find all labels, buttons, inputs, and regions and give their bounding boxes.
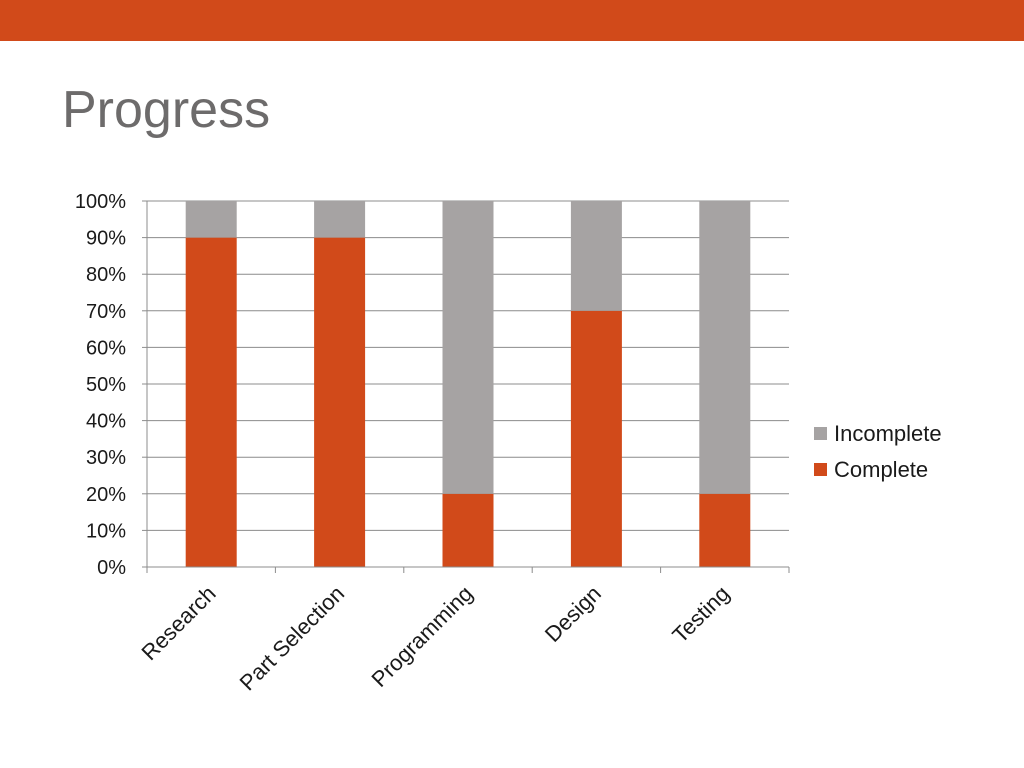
y-tick-label: 40% <box>86 411 126 433</box>
legend-swatch <box>814 427 827 440</box>
x-tick-label: Testing <box>667 581 734 648</box>
bar-segment-complete <box>314 237 366 567</box>
axes <box>142 200 790 573</box>
y-tick-labels: 0% 10% 20% 30% 40% 50% 60% 70% 80% 90% 100% <box>75 191 126 579</box>
legend-item-incomplete: Incomplete <box>814 421 942 446</box>
bar-segment-complete <box>570 310 622 567</box>
legend-swatch <box>814 463 827 476</box>
legend-label: Incomplete <box>834 421 942 446</box>
y-tick-label: 0% <box>97 557 126 579</box>
slide-title: Progress <box>62 81 271 139</box>
legend-label: Complete <box>834 457 928 482</box>
legend-item-complete: Complete <box>814 457 928 482</box>
bars <box>185 201 751 567</box>
legend: Incomplete Complete <box>814 421 942 482</box>
x-tick-label: Programming <box>366 581 477 692</box>
y-tick-label: 50% <box>86 374 126 396</box>
y-tick-label: 30% <box>86 447 126 469</box>
x-tick-label: Part Selection <box>235 581 350 696</box>
bar-segment-complete <box>699 493 751 567</box>
x-tick-label: Research <box>136 581 220 665</box>
y-tick-label: 70% <box>86 301 126 323</box>
y-tick-label: 90% <box>86 228 126 250</box>
top-accent-band <box>0 0 1024 41</box>
y-tick-label: 20% <box>86 484 126 506</box>
bar-segment-complete <box>185 237 237 567</box>
bar-segment-incomplete <box>314 201 366 238</box>
bar-segment-incomplete <box>185 201 237 238</box>
y-tick-label: 100% <box>75 191 126 213</box>
bar-segment-incomplete <box>699 201 751 494</box>
bar-segment-incomplete <box>442 201 494 494</box>
x-tick-labels: Research Part Selection Programming Design T… <box>136 581 734 696</box>
y-tick-label: 60% <box>86 337 126 359</box>
x-tick-label: Design <box>540 581 606 647</box>
bar-segment-complete <box>442 493 494 567</box>
y-tick-label: 10% <box>86 520 126 542</box>
y-tick-label: 80% <box>86 264 126 286</box>
bar-segment-incomplete <box>570 201 622 311</box>
